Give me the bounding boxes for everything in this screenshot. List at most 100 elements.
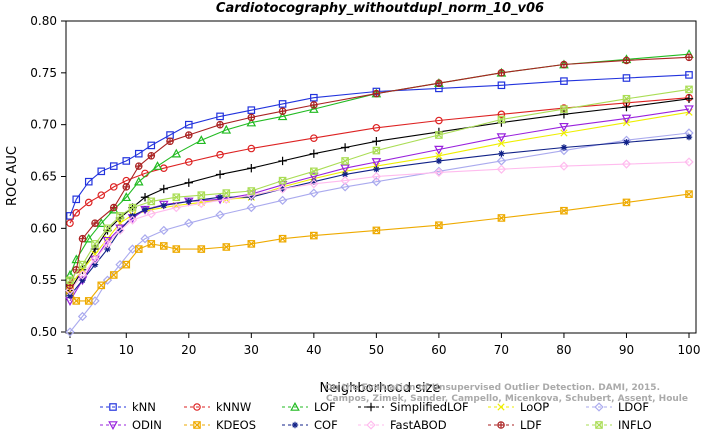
data-point-inflo <box>128 203 137 212</box>
data-point-ldf <box>184 131 193 139</box>
data-point-knn <box>622 74 631 82</box>
legend-swatch-marker <box>290 401 300 411</box>
citation-line-2: On the Evaluation of Unsupervised Outlie… <box>325 383 660 393</box>
x-axis-label: Neighborhood size <box>320 381 441 396</box>
data-point-fastabod <box>496 164 507 174</box>
x-tick-label: 80 <box>556 343 571 357</box>
data-point-fastabod <box>340 175 350 186</box>
legend-label-simplifiedlof: SimplifiedLOF <box>390 400 469 414</box>
data-point-knnw <box>66 219 74 227</box>
y-tick-label: 0.70 <box>30 118 57 132</box>
legend-swatch-marker <box>291 421 299 429</box>
data-point-kdeos <box>122 260 131 269</box>
data-point-cof <box>435 157 443 165</box>
data-point-fastabod <box>102 239 113 249</box>
data-point-knn <box>278 100 287 108</box>
legend-swatch-marker <box>193 403 201 411</box>
data-point-kdeos <box>622 198 631 207</box>
x-tick-label: 90 <box>619 343 634 357</box>
data-point-kdeos <box>72 297 81 305</box>
data-point-fastabod <box>684 157 694 167</box>
data-point-cof <box>623 139 630 146</box>
data-point-kdeos <box>372 226 381 235</box>
legend-label-cof: COF <box>314 418 338 432</box>
data-point-kdeos <box>84 297 93 305</box>
series-ldf <box>66 53 693 290</box>
data-point-knn <box>216 112 224 121</box>
data-point-ldof <box>246 202 256 213</box>
data-point-simplifiedlof <box>372 137 381 146</box>
series-line-loop <box>69 111 690 286</box>
data-point-kdeos <box>172 245 181 253</box>
data-point-knn <box>247 106 256 114</box>
data-point-knnw <box>72 208 81 217</box>
data-point-knn <box>109 162 118 170</box>
legend-swatch-marker <box>366 402 376 412</box>
data-point-kdeos <box>97 281 106 290</box>
data-point-ldf <box>134 162 143 170</box>
data-point-lof <box>96 218 107 227</box>
data-point-knnw <box>97 191 106 199</box>
data-point-inflo <box>622 94 631 103</box>
data-point-fastabod <box>559 161 569 171</box>
data-point-ldof <box>371 177 382 187</box>
data-point-ldof <box>309 188 319 198</box>
data-point-ldf <box>109 203 118 212</box>
data-point-ldf <box>497 69 506 77</box>
legend-label-kdeos: KDEOS <box>216 418 256 432</box>
data-point-inflo <box>435 131 443 139</box>
data-point-fastabod <box>221 194 231 204</box>
data-point-odin <box>340 164 350 174</box>
data-point-knnw <box>310 134 318 142</box>
data-point-knn <box>134 149 143 158</box>
data-point-simplifiedlof <box>622 102 631 112</box>
data-point-cof <box>185 198 192 205</box>
legend-swatch-marker <box>595 421 603 429</box>
data-point-loop <box>560 129 568 137</box>
legend-swatch-marker <box>366 420 376 430</box>
series-loop <box>66 108 693 289</box>
data-point-ldof <box>140 234 150 244</box>
y-tick-label: 0.80 <box>30 14 57 28</box>
data-point-knnw <box>216 150 224 159</box>
data-point-fastabod <box>146 209 156 219</box>
data-point-inflo <box>341 157 349 165</box>
series-odin <box>65 105 694 306</box>
data-point-inflo <box>91 240 99 248</box>
data-point-kdeos <box>435 221 443 230</box>
data-point-inflo <box>560 105 568 113</box>
data-point-ldf <box>278 107 287 115</box>
data-point-simplifiedlof <box>140 193 150 202</box>
data-point-ldf <box>247 113 256 122</box>
data-point-ldof <box>65 327 75 337</box>
data-point-ldof <box>77 311 88 322</box>
data-point-lof <box>121 192 132 202</box>
data-point-lof <box>152 161 163 170</box>
legend-label-inflo: INFLO <box>618 418 652 432</box>
data-point-knn <box>560 77 568 85</box>
legend-item-ldof: LDOF <box>586 400 649 414</box>
data-point-ldof <box>159 225 169 236</box>
data-point-fastabod <box>77 270 88 280</box>
data-point-knnw <box>109 183 118 191</box>
data-point-simplifiedlof <box>215 170 225 179</box>
data-point-knnw <box>247 144 256 153</box>
legend-label-lof: LOF <box>314 400 336 414</box>
data-point-cof <box>216 194 224 201</box>
data-point-ldf <box>685 53 693 62</box>
x-tick-label: 70 <box>494 343 509 357</box>
y-axis-label: ROC AUC <box>5 146 20 206</box>
data-point-kdeos <box>222 243 231 251</box>
legend-item-ldf: LDF <box>488 418 542 432</box>
x-tick-label: 30 <box>244 343 259 357</box>
legend-item-knnw: kNNW <box>184 400 251 414</box>
data-point-fastabod <box>621 159 632 169</box>
data-point-simplifiedlof <box>340 143 350 152</box>
data-point-lof <box>196 135 207 145</box>
data-point-simplifiedlof <box>278 156 287 166</box>
legend-item-inflo: INFLO <box>586 418 652 432</box>
legend-label-ldof: LDOF <box>618 400 649 414</box>
data-point-simplifiedlof <box>309 149 319 158</box>
data-point-simplifiedlof <box>184 178 193 187</box>
data-point-inflo <box>197 191 206 199</box>
